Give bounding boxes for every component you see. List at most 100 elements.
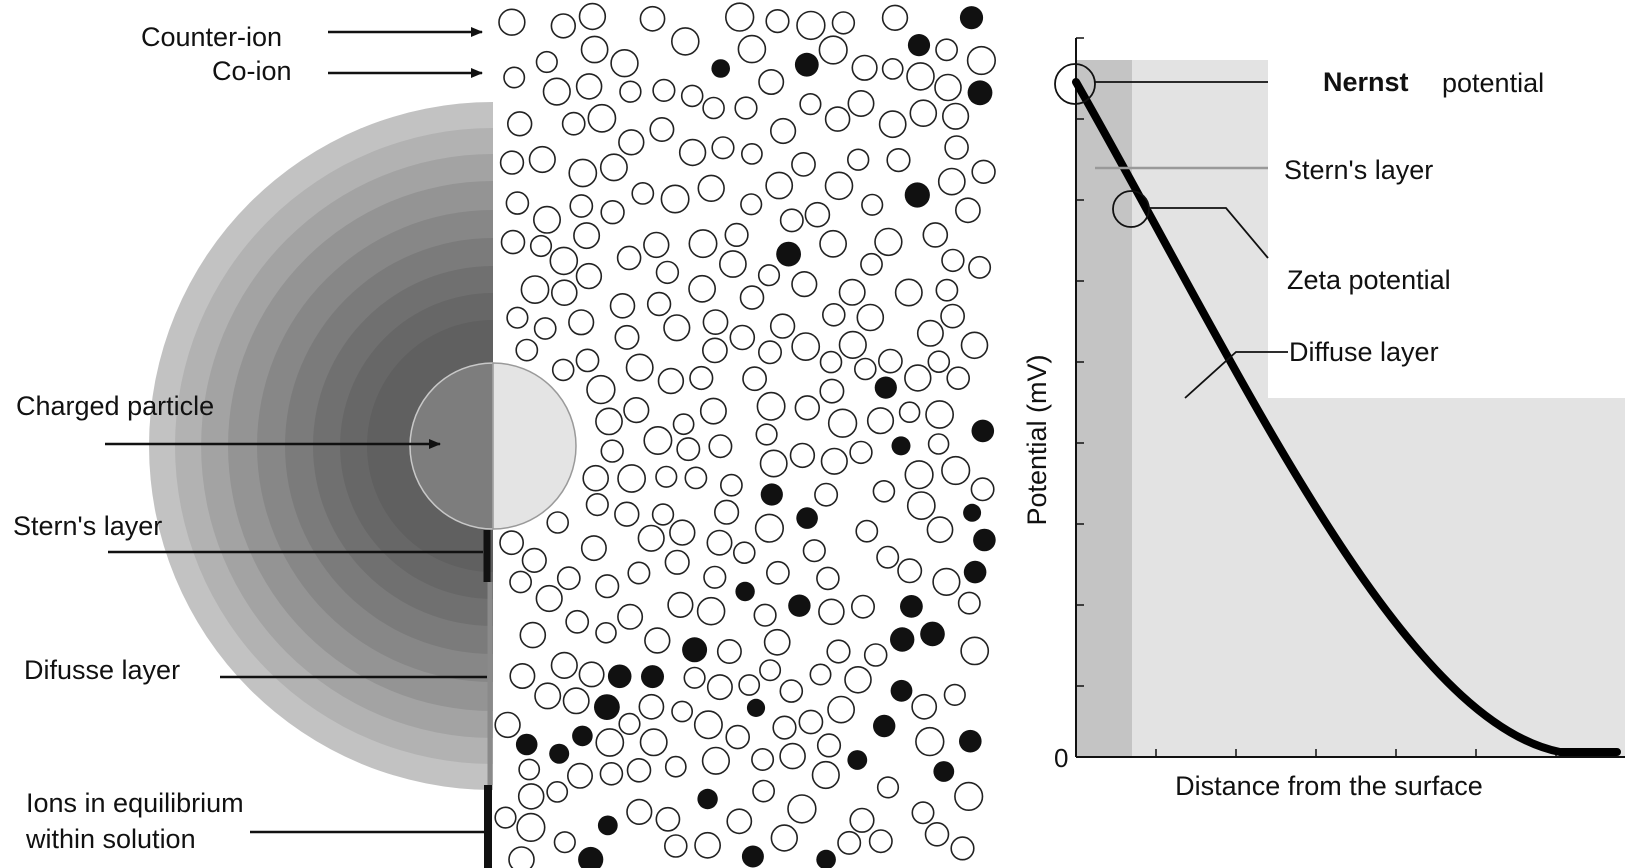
- co-ion: [796, 507, 818, 529]
- co-ion: [904, 182, 930, 208]
- counter-ion: [904, 364, 932, 392]
- counter-ion: [944, 135, 969, 160]
- counter-ion: [494, 711, 521, 739]
- counter-ion: [831, 11, 856, 35]
- counter-ion: [561, 111, 586, 136]
- counter-ion: [758, 69, 785, 96]
- counter-ion: [911, 801, 935, 825]
- counter-ion: [507, 111, 533, 137]
- counter-ion: [909, 99, 938, 127]
- co-ion: [641, 665, 664, 689]
- counter-ion: [819, 350, 843, 374]
- counter-ion: [534, 682, 562, 710]
- co-ion: [973, 528, 996, 552]
- counter-ion: [924, 821, 950, 847]
- counter-ion: [894, 278, 923, 307]
- counter-ion: [970, 477, 995, 502]
- counter-ion: [562, 687, 590, 715]
- counter-ion: [791, 332, 821, 362]
- co-ion: [578, 846, 604, 868]
- counter-ion: [811, 760, 840, 790]
- counter-ion: [546, 781, 569, 803]
- counter-ion: [623, 397, 650, 424]
- counter-ion: [509, 570, 532, 594]
- counter-ion: [799, 92, 822, 116]
- counter-ion: [960, 636, 990, 666]
- counter-ion: [702, 96, 725, 120]
- counter-ion: [556, 566, 581, 591]
- counter-ion: [759, 449, 788, 478]
- counter-ion: [904, 460, 934, 490]
- counter-ion: [499, 150, 525, 175]
- co-ion: [682, 637, 708, 663]
- y-axis-ticks: [1076, 37, 1084, 687]
- counter-ion: [955, 197, 981, 224]
- counter-ion: [711, 136, 735, 160]
- counter-ion: [600, 439, 624, 463]
- co-ion: [963, 503, 982, 522]
- counter-ion: [819, 378, 845, 404]
- counter-ion: [663, 314, 691, 342]
- counter-ion: [549, 246, 579, 276]
- counter-ion: [876, 545, 900, 569]
- co-ion: [607, 664, 632, 689]
- counter-ion: [940, 303, 966, 329]
- counter-ion: [664, 755, 687, 778]
- counter-ion: [765, 9, 790, 34]
- counter-ion: [791, 271, 818, 298]
- counter-ion: [844, 665, 872, 694]
- counter-ion: [779, 742, 806, 770]
- counter-ion: [787, 794, 817, 824]
- counter-ion: [542, 77, 571, 106]
- counter-ion: [696, 596, 726, 626]
- counter-ion: [863, 643, 888, 667]
- counter-ion: [655, 806, 681, 832]
- counter-ion: [794, 395, 820, 421]
- counter-ion: [586, 374, 616, 405]
- counter-ion: [575, 73, 603, 100]
- counter-ion: [617, 464, 647, 493]
- counter-ion: [568, 309, 595, 336]
- counter-ion: [509, 662, 536, 689]
- co-ion: [959, 6, 984, 30]
- counter-ion: [618, 712, 641, 736]
- counter-ion: [575, 348, 600, 373]
- counter-ion: [814, 482, 839, 507]
- counter-ion: [569, 194, 594, 218]
- counter-ion: [818, 598, 845, 626]
- counter-ion: [853, 357, 877, 381]
- counter-ion: [941, 102, 970, 130]
- counter-ion: [595, 407, 623, 436]
- counter-ion: [505, 191, 530, 215]
- counter-ion: [663, 834, 688, 858]
- counter-ion: [874, 227, 903, 257]
- counter-ion: [837, 830, 862, 855]
- co-ion-label: Co-ion: [212, 56, 292, 86]
- counter-ion: [599, 761, 624, 786]
- counter-ion: [847, 90, 875, 118]
- counter-ion: [627, 561, 651, 585]
- co-ion: [891, 436, 911, 456]
- counter-ion: [702, 309, 729, 336]
- charged-particle-label: Charged particle: [16, 391, 214, 421]
- stern-region: [1076, 60, 1132, 757]
- counter-ion: [932, 567, 961, 597]
- counter-ion: [669, 519, 696, 546]
- counter-ion: [494, 806, 517, 829]
- counter-ion: [614, 324, 640, 350]
- counter-ion: [791, 151, 816, 177]
- counter-ion: [684, 466, 708, 490]
- counter-ion: [968, 255, 992, 279]
- counter-ion: [732, 541, 756, 565]
- counter-ion: [868, 829, 893, 854]
- counter-ion: [508, 846, 535, 868]
- counter-ion: [769, 117, 797, 145]
- counter-ion: [521, 547, 547, 574]
- counter-ion: [580, 535, 607, 562]
- counter-ion: [915, 726, 945, 757]
- counter-ion: [941, 248, 965, 273]
- counter-ion: [708, 434, 733, 459]
- nernst-potential-label-bold: Nernst: [1323, 67, 1409, 97]
- counter-ion: [898, 401, 921, 424]
- counter-ion-label: Counter-ion: [141, 22, 282, 52]
